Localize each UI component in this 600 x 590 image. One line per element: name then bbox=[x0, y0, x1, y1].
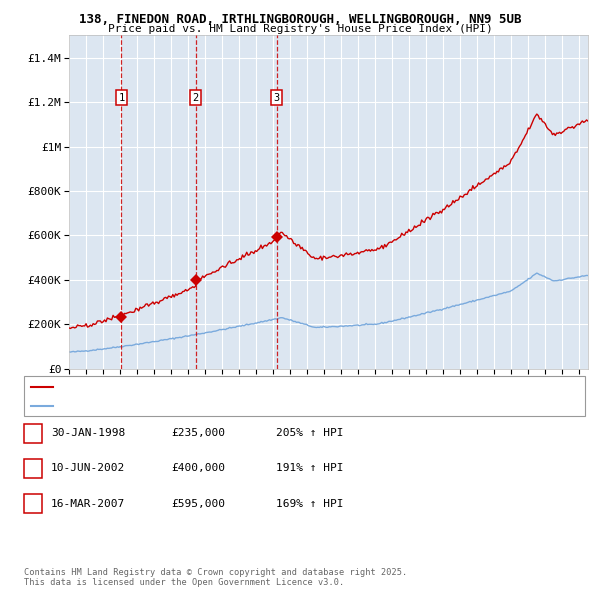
Text: 30-JAN-1998: 30-JAN-1998 bbox=[51, 428, 125, 438]
Text: 3: 3 bbox=[274, 93, 280, 103]
Text: £595,000: £595,000 bbox=[171, 499, 225, 509]
Text: 205% ↑ HPI: 205% ↑ HPI bbox=[276, 428, 343, 438]
Text: 16-MAR-2007: 16-MAR-2007 bbox=[51, 499, 125, 509]
Text: 1: 1 bbox=[118, 93, 125, 103]
Text: 169% ↑ HPI: 169% ↑ HPI bbox=[276, 499, 343, 509]
Text: £400,000: £400,000 bbox=[171, 464, 225, 473]
Text: 1: 1 bbox=[29, 428, 37, 438]
Text: 2: 2 bbox=[29, 464, 37, 473]
Text: 138, FINEDON ROAD, IRTHLINGBOROUGH, WELLINGBOROUGH, NN9 5UB (detached house): 138, FINEDON ROAD, IRTHLINGBOROUGH, WELL… bbox=[57, 382, 494, 392]
Text: 10-JUN-2002: 10-JUN-2002 bbox=[51, 464, 125, 473]
Text: 3: 3 bbox=[29, 499, 37, 509]
Text: £235,000: £235,000 bbox=[171, 428, 225, 438]
Text: HPI: Average price, detached house, North Northamptonshire: HPI: Average price, detached house, Nort… bbox=[57, 401, 391, 411]
Text: 191% ↑ HPI: 191% ↑ HPI bbox=[276, 464, 343, 473]
Text: 2: 2 bbox=[193, 93, 199, 103]
Text: Price paid vs. HM Land Registry's House Price Index (HPI): Price paid vs. HM Land Registry's House … bbox=[107, 24, 493, 34]
Text: 138, FINEDON ROAD, IRTHLINGBOROUGH, WELLINGBOROUGH, NN9 5UB: 138, FINEDON ROAD, IRTHLINGBOROUGH, WELL… bbox=[79, 13, 521, 26]
Text: Contains HM Land Registry data © Crown copyright and database right 2025.
This d: Contains HM Land Registry data © Crown c… bbox=[24, 568, 407, 587]
